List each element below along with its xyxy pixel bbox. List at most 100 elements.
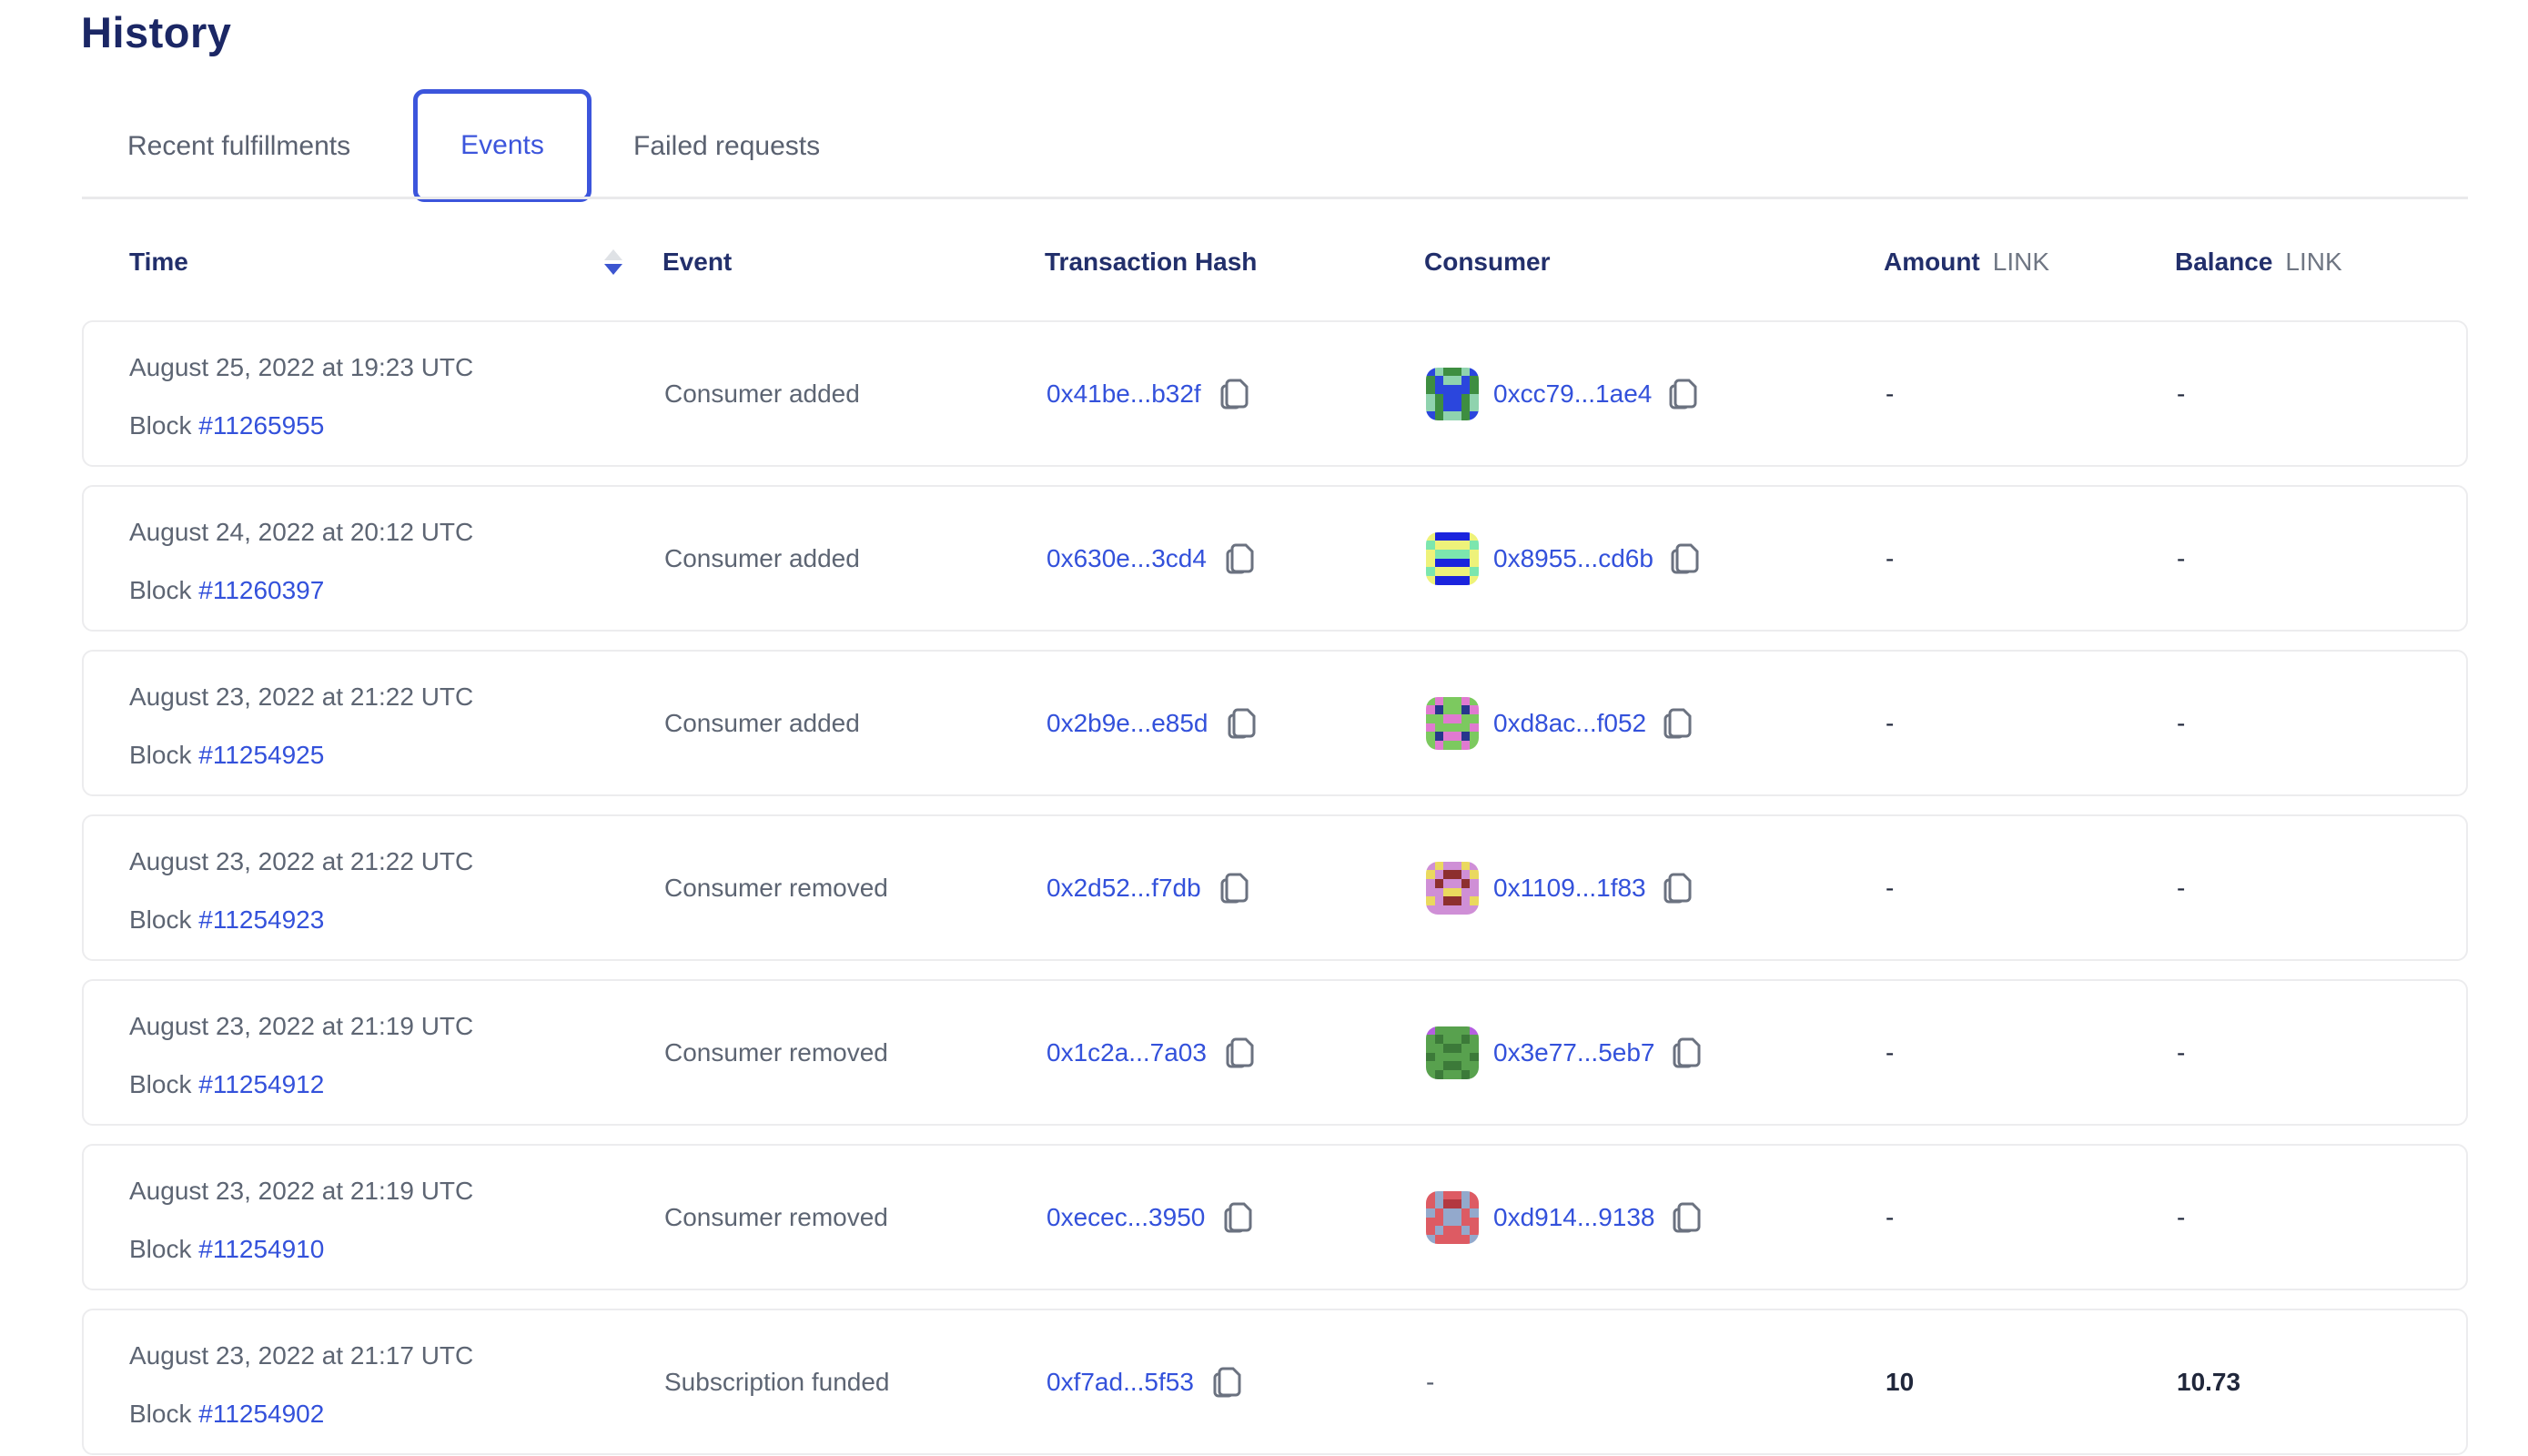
column-header-time[interactable]: Time [129, 248, 188, 276]
row-balance: - [2177, 379, 2186, 408]
consumer-avatar [1426, 1026, 1479, 1079]
row-event: Consumer added [664, 708, 860, 737]
copy-consumer-address-icon[interactable] [1670, 1035, 1703, 1071]
row-balance: - [2177, 873, 2186, 902]
block-number-link[interactable]: #11265955 [198, 411, 325, 440]
copy-transaction-hash-icon[interactable] [1218, 870, 1250, 906]
block-number-link[interactable]: #11260397 [198, 576, 325, 604]
copy-transaction-hash-icon[interactable] [1223, 541, 1256, 577]
row-consumer: 0x3e77...5eb7 [1426, 1026, 1703, 1079]
tab-events-label: Events [460, 130, 544, 160]
page-title: History [81, 8, 232, 56]
consumer-address-link[interactable]: 0xcc79...1ae4 [1493, 379, 1653, 408]
tab-events[interactable]: Events [413, 89, 592, 202]
row-balance: - [2177, 543, 2186, 572]
tab-recent-fulfillments[interactable]: Recent fulfillments [127, 131, 351, 161]
copy-transaction-hash-icon[interactable] [1223, 1035, 1256, 1071]
copy-consumer-address-icon[interactable] [1668, 541, 1701, 577]
row-consumer: 0xd8ac...f052 [1426, 696, 1694, 750]
consumer-address-link[interactable]: 0xd8ac...f052 [1493, 708, 1647, 737]
row-time: August 23, 2022 at 21:17 UTC [129, 1341, 474, 1370]
row-block: Block #11254912 [129, 1070, 324, 1099]
row-event: Consumer removed [664, 1037, 888, 1067]
table-row: August 23, 2022 at 21:22 UTC Block #1125… [82, 814, 2468, 961]
row-transaction-hash: 0x2b9e...e85d [1047, 705, 1258, 742]
row-transaction-hash: 0xf7ad...5f53 [1047, 1364, 1243, 1400]
consumer-avatar [1426, 367, 1479, 420]
copy-consumer-address-icon[interactable] [1661, 870, 1694, 906]
row-time: August 23, 2022 at 21:19 UTC [129, 1012, 474, 1040]
consumer-address-link[interactable]: 0x1109...1f83 [1493, 873, 1646, 902]
row-balance: - [2177, 708, 2186, 737]
copy-transaction-hash-icon[interactable] [1221, 1199, 1254, 1236]
row-time: August 23, 2022 at 21:22 UTC [129, 682, 474, 711]
tabs-divider [82, 197, 2468, 199]
row-block: Block #11254925 [129, 741, 324, 770]
row-consumer: 0x1109...1f83 [1426, 861, 1694, 915]
row-transaction-hash: 0x1c2a...7a03 [1047, 1035, 1256, 1071]
row-event: Consumer added [664, 379, 860, 408]
row-consumer: 0x8955...cd6b [1426, 531, 1701, 585]
consumer-address-link[interactable]: 0x8955...cd6b [1493, 543, 1653, 572]
balance-header-label: Balance [2175, 248, 2273, 276]
consumer-address-link[interactable]: 0xd914...9138 [1493, 1202, 1655, 1231]
row-block: Block #11265955 [129, 411, 324, 440]
transaction-hash-link[interactable]: 0x2b9e...e85d [1047, 708, 1208, 737]
consumer-address-link[interactable]: 0x3e77...5eb7 [1493, 1037, 1655, 1067]
block-number-link[interactable]: #11254923 [198, 905, 325, 934]
row-time: August 23, 2022 at 21:19 UTC [129, 1177, 474, 1205]
copy-transaction-hash-icon[interactable] [1225, 705, 1258, 742]
column-header-amount: Amount LINK [1884, 248, 2049, 277]
block-label: Block [129, 1070, 192, 1098]
transaction-hash-link[interactable]: 0x2d52...f7db [1047, 873, 1201, 902]
table-row: August 23, 2022 at 21:17 UTC Block #1125… [82, 1309, 2468, 1455]
row-amount: - [1886, 873, 1895, 902]
transaction-hash-link[interactable]: 0x41be...b32f [1047, 379, 1201, 408]
row-transaction-hash: 0xecec...3950 [1047, 1199, 1254, 1236]
row-event: Consumer removed [664, 1202, 888, 1231]
table-row: August 23, 2022 at 21:19 UTC Block #1125… [82, 1144, 2468, 1290]
row-event: Consumer added [664, 543, 860, 572]
column-header-event: Event [662, 248, 733, 276]
row-event: Subscription funded [664, 1367, 890, 1396]
transaction-hash-link[interactable]: 0x1c2a...7a03 [1047, 1037, 1207, 1067]
copy-consumer-address-icon[interactable] [1661, 705, 1694, 742]
row-amount: - [1886, 708, 1895, 737]
block-number-link[interactable]: #11254912 [198, 1070, 325, 1098]
transaction-hash-link[interactable]: 0xf7ad...5f53 [1047, 1367, 1194, 1396]
consumer-avatar [1426, 861, 1479, 915]
table-row: August 24, 2022 at 20:12 UTC Block #1126… [82, 485, 2468, 632]
copy-transaction-hash-icon[interactable] [1210, 1364, 1243, 1400]
copy-consumer-address-icon[interactable] [1666, 376, 1699, 412]
tab-failed-requests[interactable]: Failed requests [633, 131, 821, 161]
row-amount: - [1886, 1202, 1895, 1231]
row-consumer: 0xcc79...1ae4 [1426, 367, 1699, 420]
row-time: August 25, 2022 at 19:23 UTC [129, 353, 474, 381]
consumer-avatar [1426, 696, 1479, 750]
transaction-hash-link[interactable]: 0x630e...3cd4 [1047, 543, 1207, 572]
row-balance: - [2177, 1202, 2186, 1231]
sort-icon[interactable] [604, 249, 622, 277]
block-number-link[interactable]: #11254902 [198, 1400, 325, 1428]
consumer-address-link: - [1426, 1367, 1435, 1396]
amount-header-label: Amount [1884, 248, 1980, 276]
column-header-balance: Balance LINK [2175, 248, 2342, 277]
consumer-avatar [1426, 1190, 1479, 1244]
block-number-link[interactable]: #11254910 [198, 1235, 325, 1263]
row-time: August 24, 2022 at 20:12 UTC [129, 518, 474, 546]
block-number-link[interactable]: #11254925 [198, 741, 325, 769]
row-event: Consumer removed [664, 873, 888, 902]
transaction-hash-link[interactable]: 0xecec...3950 [1047, 1202, 1206, 1231]
block-label: Block [129, 1235, 192, 1263]
row-amount: - [1886, 379, 1895, 408]
copy-transaction-hash-icon[interactable] [1218, 376, 1250, 412]
row-block: Block #11254923 [129, 905, 324, 935]
table-header: Time Event Transaction Hash Consumer Amo… [0, 248, 2528, 284]
row-amount: - [1886, 1037, 1895, 1067]
sort-asc-icon [604, 249, 622, 260]
balance-unit-label: LINK [2285, 248, 2342, 276]
copy-consumer-address-icon[interactable] [1670, 1199, 1703, 1236]
table-row: August 25, 2022 at 19:23 UTC Block #1126… [82, 320, 2468, 467]
block-label: Block [129, 411, 192, 440]
